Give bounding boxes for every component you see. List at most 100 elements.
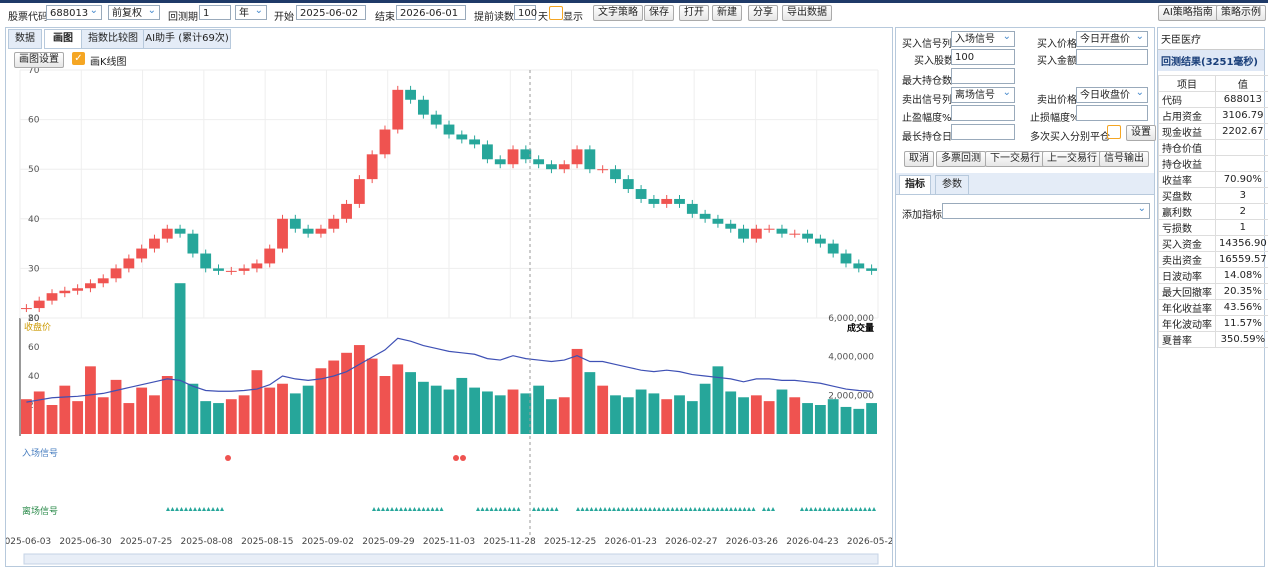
volume-bar: [776, 389, 788, 434]
label: 显示: [563, 12, 583, 23]
tab[interactable]: 画图: [44, 29, 82, 49]
button[interactable]: 下一交易行: [985, 151, 1045, 167]
exit-signal: [675, 507, 679, 511]
table-cell: 14.08%: [1215, 267, 1268, 284]
exit-signal: [541, 507, 545, 511]
exit-signal: [616, 507, 621, 511]
candle: [315, 228, 327, 234]
x-tick-label: 2025-11-28: [483, 537, 536, 547]
candle: [136, 248, 148, 259]
input[interactable]: [1076, 105, 1148, 121]
exit-signal: [813, 507, 818, 511]
button[interactable]: 分享: [748, 5, 778, 21]
select[interactable]: 今日收盘价: [1076, 85, 1148, 103]
candle: [200, 253, 212, 269]
candle: [238, 268, 250, 271]
results-title: 回测结果(3251毫秒): [1158, 50, 1264, 71]
volume-bar: [494, 395, 506, 434]
input[interactable]: [951, 105, 1015, 121]
tab[interactable]: AI助手 (累计69次): [143, 29, 231, 49]
exit-signal: [408, 507, 412, 511]
y-tick-label: 50: [28, 165, 40, 175]
candle: [21, 308, 32, 310]
select[interactable]: 688013: [46, 3, 102, 20]
exit-signal: [175, 507, 179, 511]
exit-signal: [729, 507, 733, 511]
x-tick-label: 2025-06-03: [6, 537, 51, 547]
candle: [97, 278, 109, 284]
exit-signal: [589, 507, 594, 511]
volume-bar: [686, 401, 698, 434]
table-cell: 持仓价值: [1158, 139, 1216, 156]
exit-signal: [439, 507, 444, 511]
candle: [558, 164, 570, 170]
button[interactable]: AI策略指南: [1158, 5, 1218, 21]
subtab[interactable]: 指标: [899, 175, 931, 195]
chart-settings-button[interactable]: 画图设置: [14, 52, 64, 68]
tab[interactable]: 指数比较图: [81, 29, 145, 49]
volume-bar: [866, 403, 877, 434]
button[interactable]: 信号输出: [1099, 151, 1149, 167]
table-row: 占用资金 3106.79: [1158, 107, 1268, 124]
input[interactable]: 100: [951, 49, 1015, 65]
table-cell: 最大回撤率: [1158, 283, 1216, 300]
volume-bar: [725, 391, 737, 434]
y-tick-label: 80: [28, 314, 40, 324]
candle: [264, 248, 276, 264]
signal-label: 入场信号: [22, 447, 58, 459]
select[interactable]: 离场信号: [951, 85, 1015, 103]
select[interactable]: 入场信号: [951, 29, 1015, 47]
candle: [353, 179, 365, 204]
candle: [405, 89, 416, 100]
input[interactable]: 2025-06-02: [296, 5, 366, 20]
button[interactable]: 多票回测: [936, 151, 986, 167]
button[interactable]: 策略示例: [1216, 5, 1266, 21]
candle: [507, 149, 519, 165]
button[interactable]: 保存: [644, 5, 674, 21]
button[interactable]: 打开: [679, 5, 709, 21]
checkbox[interactable]: [1107, 125, 1121, 139]
button[interactable]: 上一交易行: [1042, 151, 1102, 167]
select[interactable]: 今日开盘价: [1076, 29, 1148, 47]
exit-signal: [188, 507, 193, 511]
label: 买入金额: [1037, 56, 1077, 67]
button[interactable]: 文字策略: [593, 5, 643, 21]
x-tick-label: 2026-05-25: [847, 537, 892, 547]
input[interactable]: [1076, 49, 1148, 65]
button[interactable]: 导出数据: [782, 5, 832, 21]
candle: [866, 268, 877, 271]
select[interactable]: 年: [235, 3, 267, 20]
exit-signal: [394, 507, 399, 511]
checkbox[interactable]: ✓: [72, 52, 85, 65]
button[interactable]: 新建: [712, 5, 742, 21]
exit-signal: [603, 507, 607, 511]
exit-signal: [818, 507, 822, 511]
input[interactable]: 100: [514, 5, 537, 20]
button[interactable]: 取消: [904, 151, 934, 167]
tab[interactable]: 数据: [8, 29, 42, 49]
table-cell: 11.57%: [1215, 315, 1268, 332]
button[interactable]: 设置: [1126, 125, 1156, 141]
label: 回测期: [168, 12, 198, 23]
panel-label: 成交量: [847, 322, 874, 334]
subtab[interactable]: 参数: [935, 175, 969, 195]
volume-bar: [97, 397, 109, 434]
volume-bar: [712, 366, 724, 434]
input[interactable]: [951, 68, 1015, 84]
table-row: 日波动率 14.08%: [1158, 267, 1268, 284]
x-tick-label: 2025-12-25: [544, 537, 596, 547]
candle: [802, 233, 813, 239]
volume-bar: [430, 385, 442, 434]
label: 天: [538, 12, 548, 23]
input[interactable]: 1: [199, 5, 231, 20]
candle: [72, 288, 84, 291]
input[interactable]: 2026-06-01: [396, 5, 466, 20]
checkbox[interactable]: [549, 6, 563, 20]
input[interactable]: [951, 124, 1015, 140]
table-cell: 项目: [1158, 75, 1216, 92]
select[interactable]: [942, 201, 1150, 219]
select[interactable]: 前复权: [108, 3, 160, 20]
exit-signal: [822, 507, 827, 511]
volume-bar: [584, 372, 596, 434]
